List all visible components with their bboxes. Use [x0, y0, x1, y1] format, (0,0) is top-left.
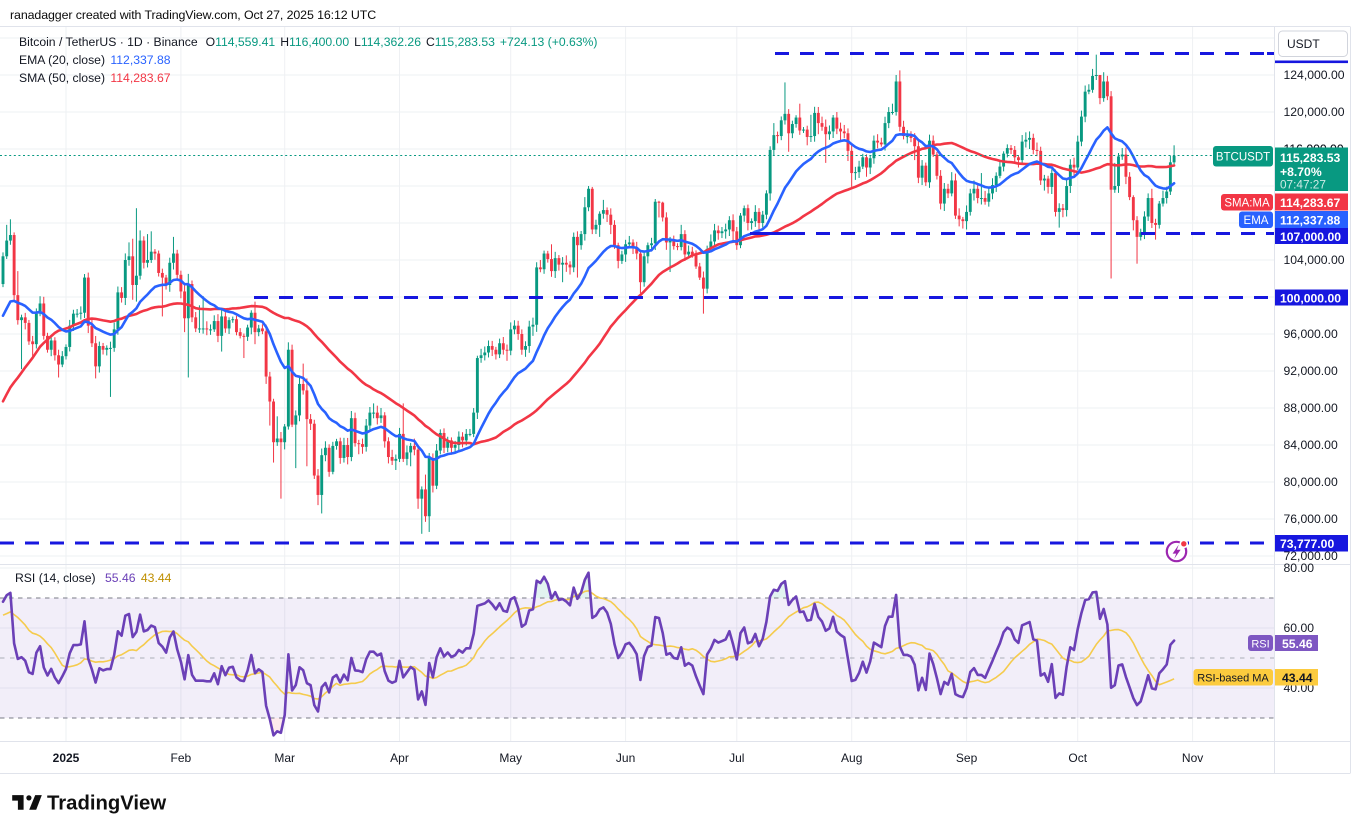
svg-text:RSI: RSI — [1251, 639, 1269, 651]
svg-text:96,000.00: 96,000.00 — [1284, 327, 1338, 341]
svg-text:73,777.00: 73,777.00 — [1280, 537, 1334, 551]
svg-text:72,000.00: 72,000.00 — [1284, 549, 1338, 563]
svg-text:BTCUSDT: BTCUSDT — [1216, 152, 1270, 164]
svg-text:84,000.00: 84,000.00 — [1284, 438, 1338, 452]
svg-text:100,000.00: 100,000.00 — [1280, 292, 1341, 306]
svg-text:RSI-based MA: RSI-based MA — [1197, 673, 1269, 685]
svg-text:Feb: Feb — [171, 751, 192, 765]
svg-text:60.00: 60.00 — [1284, 621, 1315, 635]
svg-text:ranadagger created with Tradin: ranadagger created with TradingView.com,… — [10, 8, 376, 22]
svg-text:76,000.00: 76,000.00 — [1284, 512, 1338, 526]
svg-text:Aug: Aug — [841, 751, 862, 765]
svg-text:2025: 2025 — [53, 751, 80, 765]
svg-text:88,000.00: 88,000.00 — [1284, 401, 1338, 415]
svg-text:+8.70%: +8.70% — [1280, 165, 1322, 179]
svg-text:92,000.00: 92,000.00 — [1284, 364, 1338, 378]
svg-text:43.44: 43.44 — [1282, 671, 1313, 685]
svg-text:Sep: Sep — [956, 751, 978, 765]
svg-text:Apr: Apr — [390, 751, 409, 765]
svg-text:EMA (20, close) 112,337.88: EMA (20, close) 112,337.88 — [19, 53, 171, 67]
svg-text:120,000.00: 120,000.00 — [1284, 105, 1345, 119]
svg-text:SMA (50, close) 114,283.67: SMA (50, close) 114,283.67 — [19, 71, 171, 85]
svg-text:SMA:MA: SMA:MA — [1224, 198, 1270, 210]
svg-text:EMA: EMA — [1244, 215, 1269, 227]
svg-text:USDT: USDT — [1287, 37, 1320, 51]
svg-text:Mar: Mar — [274, 751, 295, 765]
svg-text:112,337.88: 112,337.88 — [1280, 214, 1341, 228]
svg-text:Nov: Nov — [1182, 751, 1203, 765]
svg-text:RSI (14, close) 55.46 43.44: RSI (14, close) 55.46 43.44 — [15, 571, 172, 585]
svg-text:Bitcoin / TetherUS · 1D · Bina: Bitcoin / TetherUS · 1D · Binance O114,55… — [19, 35, 597, 49]
svg-text:Jul: Jul — [729, 751, 744, 765]
svg-text:May: May — [499, 751, 522, 765]
svg-text:114,283.67: 114,283.67 — [1280, 196, 1341, 210]
svg-text:Oct: Oct — [1068, 751, 1087, 765]
svg-text:115,283.53: 115,283.53 — [1280, 151, 1341, 165]
svg-text:80.00: 80.00 — [1284, 561, 1315, 575]
svg-text:07:47:27: 07:47:27 — [1280, 178, 1326, 192]
svg-text:80,000.00: 80,000.00 — [1284, 475, 1338, 489]
svg-text:124,000.00: 124,000.00 — [1284, 68, 1345, 82]
svg-text:104,000.00: 104,000.00 — [1284, 253, 1345, 267]
svg-text:Jun: Jun — [616, 751, 635, 765]
svg-text:TradingView: TradingView — [47, 793, 166, 815]
svg-text:107,000.00: 107,000.00 — [1280, 230, 1341, 244]
svg-text:55.46: 55.46 — [1282, 637, 1313, 651]
